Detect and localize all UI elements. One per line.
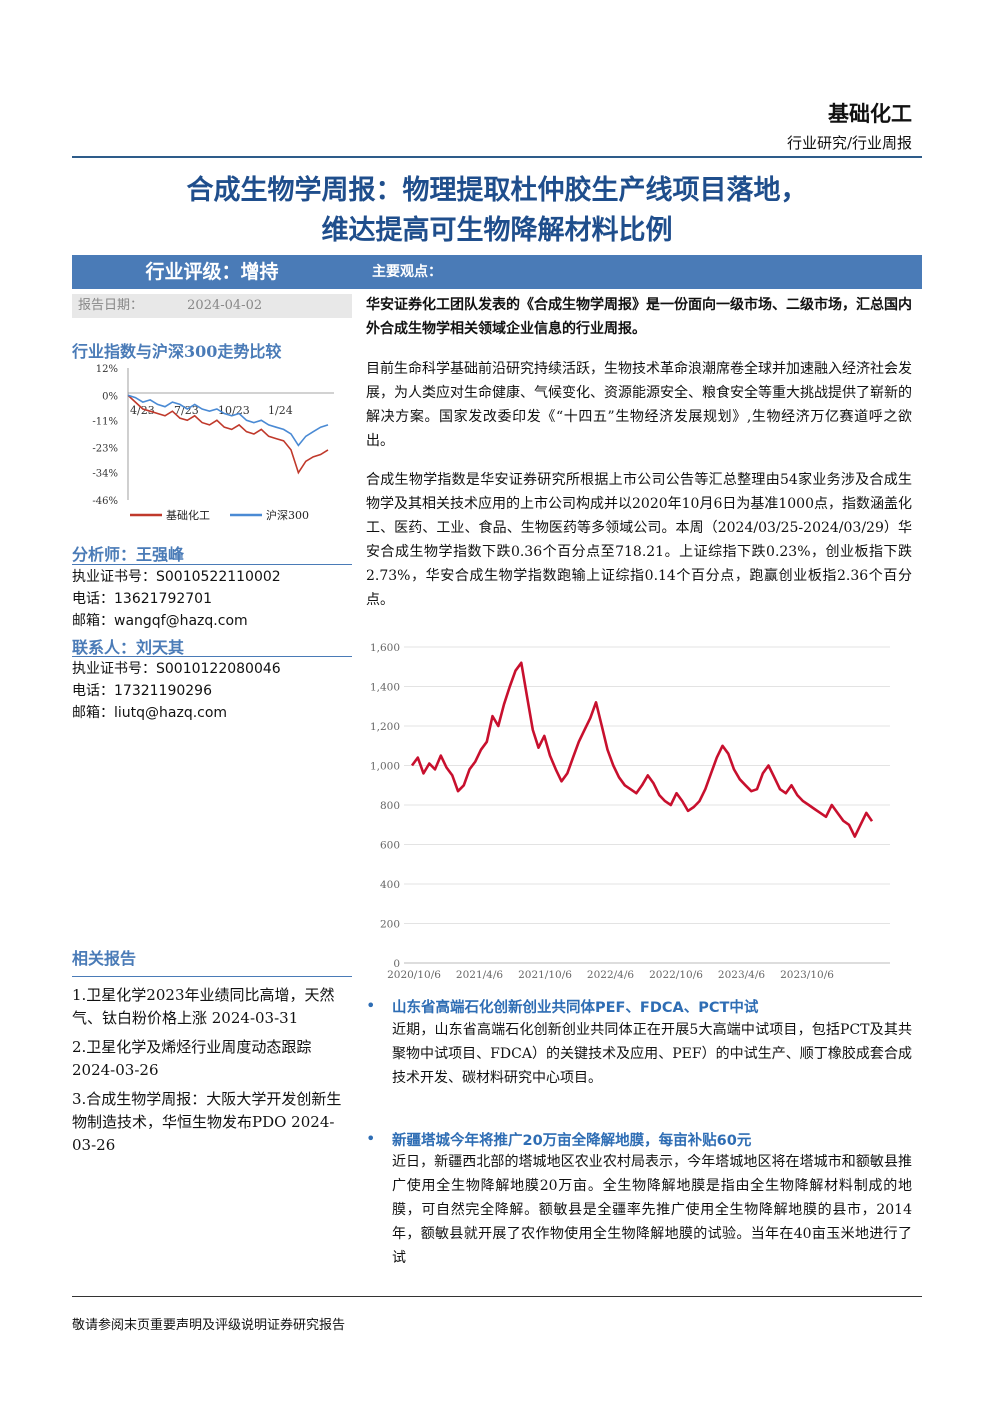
main-view-bar: 主要观点： [350, 255, 922, 289]
related-report-item[interactable]: 3.合成生物学周报：大阪大学开发创新生物制造技术，华恒生物发布PDO 2024-… [72, 1090, 342, 1154]
x-tick-label: 2022/10/6 [649, 969, 703, 981]
related-reports-list: 1.卫星化学2023年业绩同比高增，天然气、钛白粉价格上涨 2024-03-31… [72, 984, 354, 1157]
industry-rating: 行业评级：增持 [72, 255, 352, 289]
report-sector: 基础化工 [828, 101, 912, 126]
y-tick-label: -34% [92, 469, 118, 480]
contact-email[interactable]: 邮箱：liutq@hazq.com [72, 705, 228, 721]
y-tick-label: 1,400 [370, 682, 400, 694]
news-title-shandong[interactable]: 山东省高端石化创新创业共同体PEF、FDCA、PCT中试 [392, 1000, 759, 1016]
index-chart-title: 行业指数与沪深300走势比较 [72, 342, 282, 361]
intro-paragraph: 华安证券化工团队发表的《合成生物学周报》是一份面向一级市场、二级市场，汇总国内外… [366, 297, 912, 337]
index-comparison-chart: 12%0%-11%-23%-34%-46%4/23 7/23 10/23 1/24 基… [92, 364, 334, 522]
news-text-xinjiang: 近日，新疆西北部的塔城地区农业农村局表示，今年塔城地区将在塔城市和额敏县推广使用… [392, 1154, 912, 1266]
y-tick-label: 800 [380, 800, 400, 812]
report-date-row: 报告日期： 2024-04-02 [72, 294, 352, 318]
contact-phone: 电话：17321190296 [72, 683, 212, 699]
analyst-email[interactable]: 邮箱：wangqf@hazq.com [72, 613, 248, 629]
footer-disclaimer: 敬请参阅末页重要声明及评级说明证券研究报告 [72, 1318, 346, 1333]
report-title-line2: 维达提高可生物降解材料比例 [321, 215, 673, 246]
divider [72, 656, 352, 657]
contact-info: 执业证书号：S0010122080046 电话：17321190296 邮箱：l… [72, 658, 281, 724]
bullet-icon: • [366, 996, 376, 1015]
x-tick-label: 2023/10/6 [780, 969, 834, 981]
y-tick-label: 200 [380, 919, 400, 931]
paragraph-index: 合成生物学指数是华安证券研究所根据上市公司公告等汇总整理由54家业务涉及合成生物… [366, 472, 912, 608]
paragraph-life-science: 目前生命科学基础前沿研究持续活跃，生物技术革命浪潮席卷全球并加速融入经济社会发展… [366, 361, 912, 449]
y-tick-label: -46% [92, 496, 118, 507]
x-tick-label: 2022/4/6 [587, 969, 634, 981]
y-tick-label: 0% [102, 391, 118, 402]
x-tick-label: 1/24 [268, 404, 293, 417]
synbio-index-chart: 0 200 400 600 800 1,000 1,200 1,400 1,600 2020/10… [370, 642, 890, 981]
y-tick-label: 12% [96, 364, 118, 375]
news-text-shandong: 近期，山东省高端石化创新创业共同体正在开展5大高端中试项目，包括PCT及其共聚物… [392, 1022, 912, 1086]
analyst-phone: 电话：13621792701 [72, 591, 212, 607]
legend-label: 沪深300 [266, 508, 309, 522]
contact-heading: 联系人：刘天其 [72, 638, 185, 657]
divider [72, 976, 352, 977]
analyst-cert: 执业证书号：S0010522110002 [72, 569, 281, 585]
y-tick-label: 1,600 [370, 642, 400, 654]
series-line [127, 394, 329, 475]
main-view-label: 主要观点： [372, 264, 442, 280]
x-tick-label: 7/23 [174, 404, 199, 417]
y-tick-label: 400 [380, 879, 400, 891]
y-tick-label: -23% [92, 444, 118, 455]
x-tick-label: 2020/10/6 [387, 969, 441, 981]
report-date: 2024-04-02 [187, 298, 263, 313]
y-tick-label: -11% [92, 416, 118, 427]
series-line [127, 394, 329, 447]
legend-label: 基础化工 [166, 508, 210, 522]
y-tick-label: 1,000 [370, 761, 400, 773]
y-tick-label: 600 [380, 840, 400, 852]
report-title-line1: 合成生物学周报：物理提取杜仲胶生产线项目落地， [186, 175, 808, 206]
related-reports-heading: 相关报告 [72, 949, 137, 968]
related-report-item[interactable]: 2.卫星化学及烯烃行业周度动态跟踪 2024-03-26 [72, 1038, 312, 1079]
x-tick-label: 4/23 [130, 404, 155, 417]
divider [72, 564, 352, 565]
x-tick-label: 2021/10/6 [518, 969, 572, 981]
index-line [410, 661, 874, 838]
header-divider [72, 156, 922, 158]
report-category: 行业研究/行业周报 [786, 134, 912, 152]
footer-divider [72, 1296, 922, 1297]
y-tick-label: 1,200 [370, 721, 400, 733]
report-date-label: 报告日期： [78, 298, 144, 313]
x-tick-label: 2023/4/6 [718, 969, 765, 981]
analyst-info: 执业证书号：S0010522110002 电话：13621792701 邮箱：w… [72, 566, 281, 632]
y-tick-label: 0 [393, 958, 400, 970]
bullet-icon: • [366, 1129, 376, 1148]
news-title-xinjiang[interactable]: 新疆塔城今年将推广20万亩全降解地膜，每亩补贴60元 [392, 1133, 752, 1149]
x-tick-label: 2021/4/6 [456, 969, 503, 981]
analyst-heading: 分析师：王强峰 [72, 545, 185, 564]
related-report-item[interactable]: 1.卫星化学2023年业绩同比高增，天然气、钛白粉价格上涨 2024-03-31 [72, 986, 335, 1027]
contact-cert: 执业证书号：S0010122080046 [72, 661, 281, 677]
